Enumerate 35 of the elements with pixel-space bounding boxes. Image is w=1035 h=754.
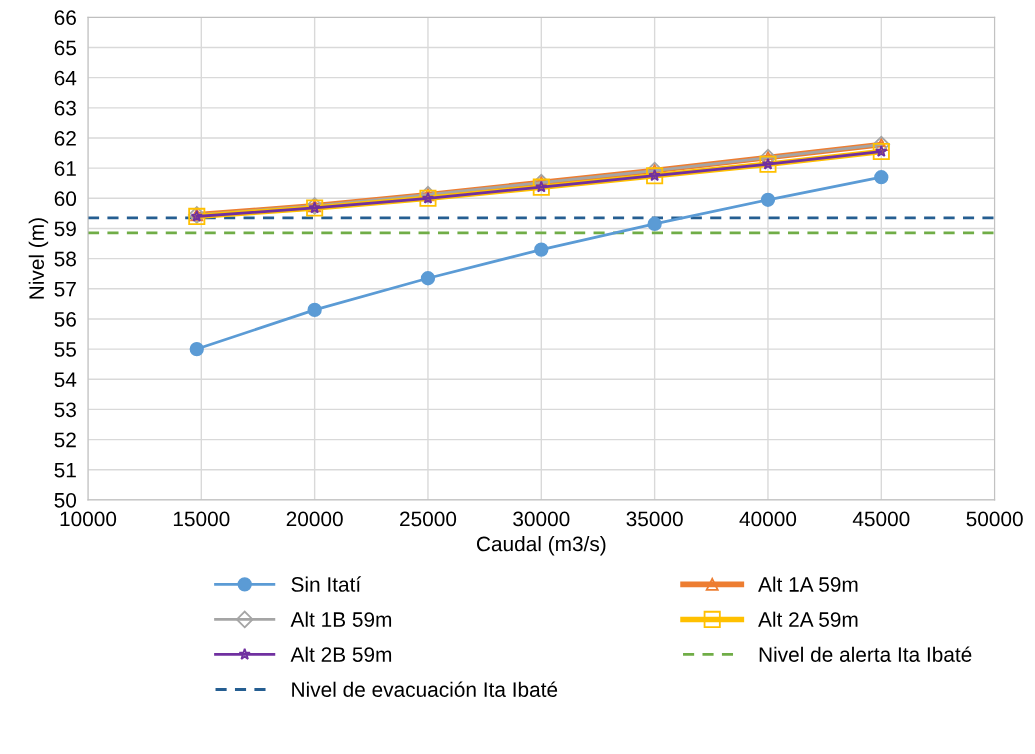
legend-label: Alt 1B 59m — [290, 611, 392, 627]
y-tick-label: 57 — [54, 282, 76, 297]
y-tick-label: 53 — [54, 402, 76, 418]
x-tick-label: 50000 — [966, 511, 1023, 527]
x-tick-label: 15000 — [173, 511, 230, 527]
y-tick-label: 54 — [54, 372, 77, 388]
y-tick-label: 66 — [54, 10, 76, 26]
x-tick-label: 30000 — [513, 511, 570, 527]
y-tick-label: 62 — [54, 130, 76, 146]
y-tick-label: 63 — [54, 100, 76, 116]
x-tick-label: 20000 — [286, 511, 343, 527]
legend-label: Nivel de alerta Ita Ibaté — [759, 646, 972, 662]
x-tick-label: 25000 — [400, 511, 457, 527]
y-tick-label: 61 — [54, 161, 76, 176]
y-tick-label: 59 — [54, 221, 76, 237]
y-tick-label: 55 — [54, 342, 76, 357]
y-axis-title: Nivel (m) — [28, 218, 49, 299]
y-tick-label: 50 — [54, 492, 77, 508]
x-axis-title: Caudal (m3/s) — [476, 535, 606, 556]
legend-label: Alt 2B 59m — [290, 646, 392, 662]
legend-label: Nivel de evacuación Ita Ibaté — [292, 681, 558, 697]
y-tick-label: 56 — [54, 311, 76, 327]
y-tick-label: 60 — [54, 191, 77, 207]
y-tick-label: 52 — [54, 432, 76, 448]
x-tick-label: 45000 — [852, 511, 910, 527]
y-tick-label: 58 — [54, 251, 76, 267]
x-tick-label: 10000 — [60, 511, 117, 527]
x-tick-label: 35000 — [626, 511, 683, 527]
legend-label: Sin Itatí — [291, 576, 362, 592]
y-tick-label: 64 — [54, 70, 77, 86]
y-tick-label: 65 — [54, 40, 76, 56]
x-tick-label: 40000 — [739, 511, 797, 527]
legend-label: Alt 2A 59m — [758, 611, 858, 627]
legend-label: Alt 1A 59m — [758, 576, 858, 592]
y-tick-label: 51 — [54, 462, 76, 478]
